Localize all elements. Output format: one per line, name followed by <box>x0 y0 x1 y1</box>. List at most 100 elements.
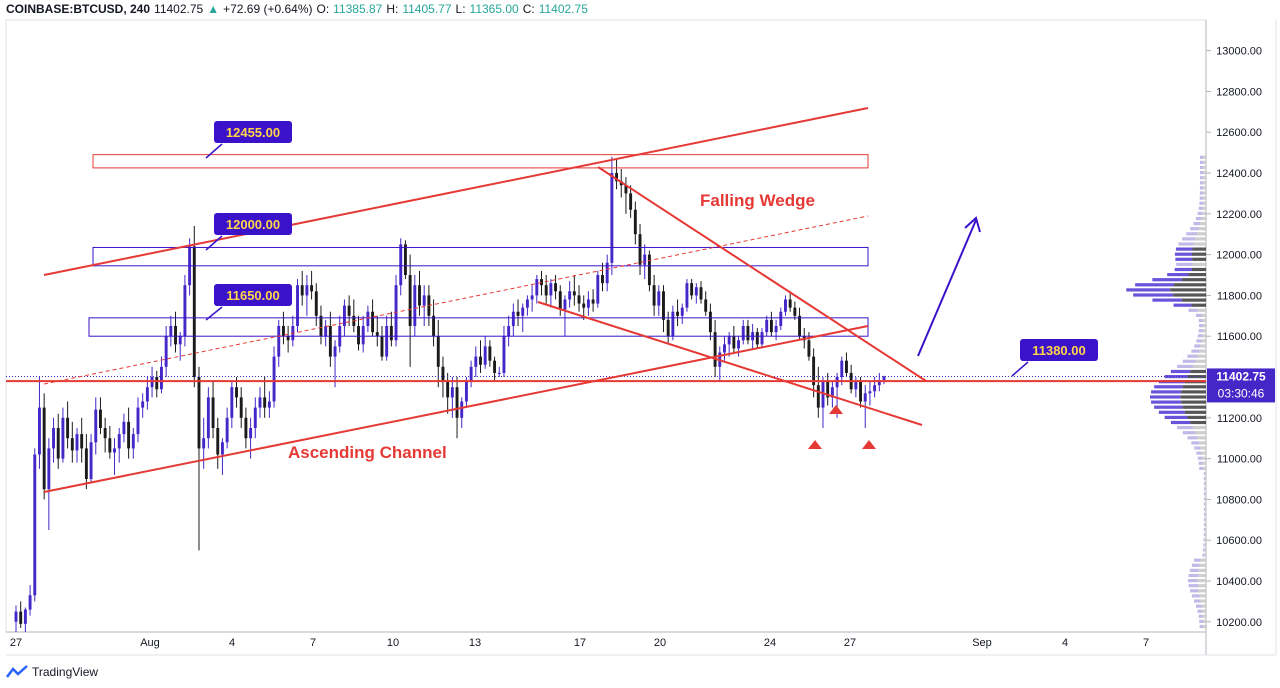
volume-bar-down <box>1205 497 1206 501</box>
volume-bar-up <box>1152 298 1182 302</box>
volume-bar-down <box>1198 573 1206 578</box>
volume-bar-down <box>1202 206 1206 210</box>
last-price-label: 11402.75 03:30:46 <box>1207 368 1275 403</box>
candle-body <box>75 434 79 451</box>
volume-bar-down <box>1203 201 1206 205</box>
candle-body <box>366 311 370 326</box>
candle-body <box>342 305 346 326</box>
volume-bar-up <box>1182 431 1196 435</box>
volume-bar-up <box>1197 609 1203 613</box>
volume-bar-down <box>1181 400 1206 404</box>
volume-bar-up <box>1199 324 1203 328</box>
candle-body <box>779 311 783 326</box>
volume-bar-up <box>1199 191 1204 195</box>
zone-12455[interactable] <box>92 154 869 169</box>
candle-body <box>671 311 675 337</box>
callout-11380[interactable]: 11380.00 <box>1011 339 1098 377</box>
volume-bar-up <box>1203 548 1205 552</box>
candle-body <box>643 254 647 265</box>
volume-bar-down <box>1201 339 1206 343</box>
volume-bar-down <box>1205 487 1206 491</box>
volume-bar-down <box>1190 369 1206 374</box>
candle-body <box>741 326 745 341</box>
volume-bar-down <box>1202 334 1206 338</box>
candle-body <box>845 360 848 373</box>
volume-bar-down <box>1187 375 1206 379</box>
candle-body <box>23 609 27 624</box>
change-arrow-icon: ▲ <box>207 2 220 16</box>
candle-body <box>136 407 140 435</box>
channel-upper-line[interactable] <box>43 107 869 276</box>
candle-body <box>235 387 238 398</box>
callout-12455[interactable]: 12455.00 <box>205 121 292 159</box>
volume-bar-down <box>1192 364 1206 368</box>
falling-wedge-title: Falling Wedge <box>700 191 815 210</box>
volume-bar-up <box>1195 216 1202 221</box>
symbol-name[interactable]: COINBASE:BTCUSD, 240 <box>6 2 151 16</box>
candle-body <box>605 262 609 284</box>
candle-body <box>464 381 468 402</box>
volume-bar-up <box>1202 553 1205 557</box>
volume-bar-up <box>1203 497 1206 501</box>
channel-lower-line[interactable] <box>43 325 869 493</box>
candle-body <box>38 407 41 455</box>
volume-bar-up <box>1194 344 1201 348</box>
time-tick-label: 24 <box>764 637 776 649</box>
tradingview-logo-icon[interactable] <box>6 665 28 679</box>
volume-bar-up <box>1174 267 1192 272</box>
bottom-marker-icon <box>862 440 876 449</box>
volume-bar-down <box>1202 619 1206 623</box>
candle-body <box>174 326 177 345</box>
volume-bar-up <box>1194 446 1201 450</box>
candle-body <box>474 356 478 367</box>
volume-bar-down <box>1195 237 1206 241</box>
zone-12000[interactable] <box>92 246 869 267</box>
price-chart[interactable]: 13000.00 12800.00 12600.00 12400.00 12200.00… <box>0 0 1280 660</box>
candle-body <box>441 366 445 382</box>
callout-12000[interactable]: 12000.00 <box>205 213 292 251</box>
volume-bar-up <box>1167 273 1189 277</box>
candle-body <box>798 315 802 337</box>
volume-bar-up <box>1199 196 1204 200</box>
volume-bar-down <box>1205 482 1206 486</box>
candle-body <box>103 428 107 439</box>
candle-body <box>511 311 515 326</box>
volume-bar-down <box>1187 415 1206 419</box>
candle-body <box>225 417 229 443</box>
candle-body <box>685 283 689 308</box>
price-tick-label: 11200.00 <box>1217 413 1262 425</box>
time-tick-label: 4 <box>1062 637 1068 649</box>
volume-bar-up <box>1197 456 1203 460</box>
volume-bar-down <box>1198 227 1206 231</box>
volume-bar-up <box>1203 482 1206 486</box>
projection-arrow[interactable] <box>917 219 977 357</box>
volume-bar-down <box>1202 329 1206 333</box>
candle-body <box>347 305 351 316</box>
volume-bar-down <box>1205 477 1206 481</box>
candle-body <box>263 397 267 408</box>
volume-bar-down <box>1195 431 1206 435</box>
callout-11650[interactable]: 11650.00 <box>205 284 292 321</box>
volume-bar-down <box>1191 303 1206 307</box>
volume-bar-down <box>1197 579 1206 583</box>
time-axis-ticks: 27 Aug 4 7 10 13 17 20 24 27 Sep 4 7 <box>10 637 1149 649</box>
candle-body <box>47 448 51 490</box>
volume-bar-up <box>1197 211 1203 215</box>
brand-name[interactable]: TradingView <box>32 665 99 679</box>
candle-body <box>723 344 726 353</box>
plot-area[interactable] <box>5 19 1207 633</box>
candle-body <box>84 448 88 479</box>
volume-bar-down <box>1205 502 1206 506</box>
volume-bar-down <box>1198 589 1206 593</box>
candle-body <box>784 299 787 312</box>
volume-bar-down <box>1199 563 1206 567</box>
candle-body <box>113 448 116 453</box>
wedge-upper-line[interactable] <box>597 166 927 382</box>
wedge-lower-line[interactable] <box>537 301 923 426</box>
channel-mid-line[interactable] <box>43 215 869 385</box>
bottom-marker-icon <box>808 440 822 449</box>
candle-body <box>483 346 487 365</box>
low-value: 11365.00 <box>469 2 519 16</box>
volume-bar-down <box>1203 196 1206 200</box>
volume-bar-down <box>1203 186 1206 190</box>
